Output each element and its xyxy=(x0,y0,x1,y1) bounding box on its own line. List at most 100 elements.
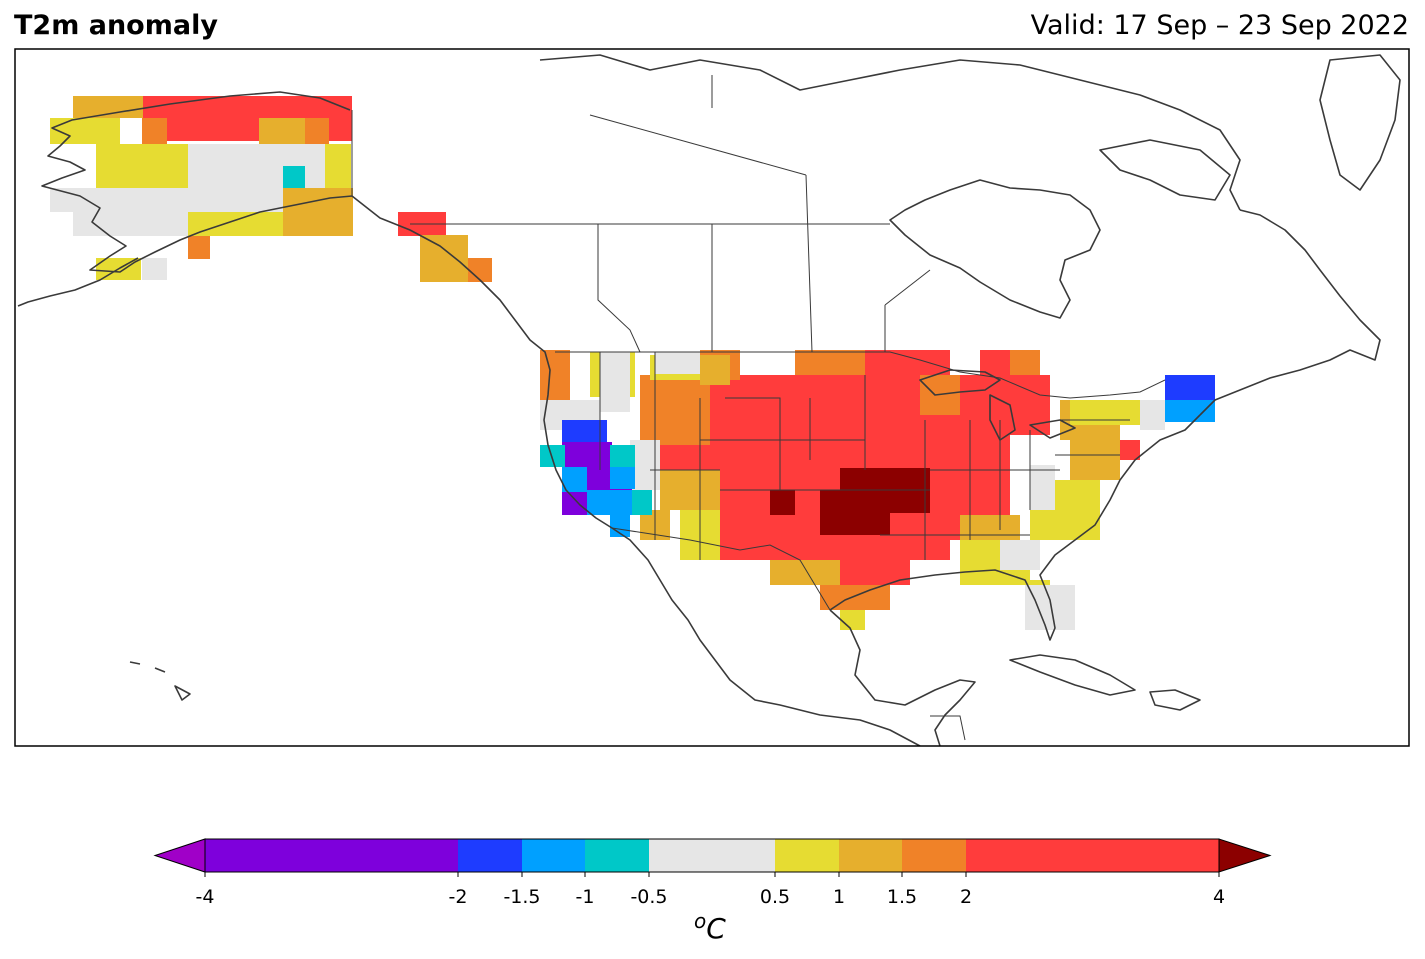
anomaly-cell-alaska-grey xyxy=(50,188,283,212)
anomaly-cell-alaska-west-gold xyxy=(259,118,305,144)
anomaly-cell-usa-yellow xyxy=(1050,480,1100,510)
anomaly-cell-usa-purple xyxy=(562,490,587,515)
arctic-islands-coastline xyxy=(539,54,1241,211)
political-borders xyxy=(351,75,1166,741)
greenland-coastline xyxy=(1319,54,1401,191)
anomaly-cell-usa-lightblue xyxy=(562,467,587,492)
anomaly-cell-usa-blue xyxy=(1165,375,1215,400)
anomaly-cell-usa-gold xyxy=(960,515,1020,540)
anomaly-cell-usa-red xyxy=(980,350,1010,380)
colorbar-tick-label-0: -4 xyxy=(196,886,215,908)
anomaly-cell-usa-dark-red xyxy=(820,490,890,535)
anomaly-cell-usa-orange xyxy=(1010,350,1040,375)
anomaly-cell-usa-gold xyxy=(700,355,730,385)
anomaly-cell-alaska-yellow xyxy=(96,144,188,188)
colorbar-bin-1 xyxy=(458,839,522,872)
colorbar-bin-7 xyxy=(902,839,966,872)
hispaniola-coastline xyxy=(1149,689,1201,711)
anomaly-cell-alaska-grey xyxy=(73,212,188,236)
hudson-bay-coastline xyxy=(889,179,1101,319)
anomaly-cell-alaska-orange xyxy=(305,118,329,144)
anomaly-cell-usa-blue xyxy=(562,420,607,442)
anomaly-cell-usa-red xyxy=(840,560,910,585)
alaska-coastline xyxy=(41,91,353,273)
anomaly-cell-usa-orange xyxy=(820,585,890,610)
colorbar-tick-label-8: 2 xyxy=(960,886,972,908)
anomaly-cell-usa-gold xyxy=(770,560,840,585)
anomaly-cell-usa-lightblue xyxy=(610,515,630,537)
anomaly-cell-usa-dark-red xyxy=(770,490,795,515)
canadian-province-borders xyxy=(589,75,931,353)
anomaly-cell-usa-gold xyxy=(660,470,720,510)
colorbar-tick-label-3: -1 xyxy=(576,886,595,908)
valid-date-range: Valid: 17 Sep – 23 Sep 2022 xyxy=(1030,10,1409,41)
anomaly-cell-alaska-orange xyxy=(468,258,492,282)
unit-letter: C xyxy=(706,912,726,945)
colorbar-bin-3 xyxy=(585,839,649,872)
pacific-coastline xyxy=(351,195,921,746)
anomaly-cell-alaska-yellow xyxy=(325,144,351,188)
anomaly-cell-usa-orange xyxy=(640,375,710,445)
colorbar-under-arrow xyxy=(153,838,206,873)
colorbar-tick-label-9: 4 xyxy=(1213,886,1225,908)
anomaly-cell-usa-lightblue xyxy=(587,490,632,515)
colorbar-tick-label-5: 0.5 xyxy=(760,886,790,908)
anomaly-cell-alaska-grey xyxy=(142,258,167,280)
anomaly-cell-usa-yellow xyxy=(1070,400,1140,425)
us-canada-border xyxy=(351,110,1166,399)
unit-degree-symbol: o xyxy=(694,909,706,933)
anomaly-cell-usa-lightblue xyxy=(1165,400,1215,422)
anomaly-cell-usa-teal xyxy=(610,445,635,467)
anomaly-cell-panhandle-gold xyxy=(420,235,468,282)
anomaly-cell-alaska-orange xyxy=(142,118,167,144)
anomaly-cell-usa-teal xyxy=(540,445,565,467)
coastlines xyxy=(17,54,1401,746)
colorbar xyxy=(153,838,1272,873)
colorbar-unit-label: oC xyxy=(694,909,726,945)
colorbar-tick-label-6: 1 xyxy=(833,886,845,908)
colorbar-bin-0 xyxy=(205,839,458,872)
texas-gulf-coastline xyxy=(829,414,1201,641)
cuba-coastline xyxy=(1009,654,1136,696)
colorbar-bin-4 xyxy=(649,839,775,872)
colorbar-tick-label-4: -0.5 xyxy=(630,886,667,908)
anomaly-cell-alaska-yellow xyxy=(50,118,120,144)
colorbar-tick-label-1: -2 xyxy=(449,886,468,908)
colorbar-bin-6 xyxy=(839,839,902,872)
gulf-coastline xyxy=(829,609,976,746)
anomaly-cell-usa-grey xyxy=(1025,585,1075,630)
anomaly-cell-alaska-teal xyxy=(283,166,305,188)
colorbar-tick-label-2: -1.5 xyxy=(503,886,540,908)
anomaly-cell-alaska-west-gold xyxy=(73,96,143,118)
hawaii-coastline xyxy=(129,661,191,701)
anomaly-cell-usa-orange xyxy=(795,350,865,375)
us-mexico-border xyxy=(611,527,831,611)
anomaly-grid xyxy=(50,96,1215,630)
anomaly-cell-usa-grey xyxy=(655,352,700,374)
anomaly-cell-usa-orange xyxy=(540,350,570,400)
anomaly-cell-usa-grey xyxy=(1140,400,1165,430)
anomaly-cell-alaska-orange xyxy=(188,235,210,259)
anomaly-cell-usa-teal xyxy=(632,490,652,515)
colorbar-over-arrow xyxy=(1218,838,1272,873)
baffin-coastline xyxy=(1099,139,1231,201)
colorbar-ticks: -4 -2 -1.5 -1 -0.5 0.5 1 1.5 2 4 xyxy=(196,872,1225,908)
anomaly-cell-usa-grey xyxy=(1030,465,1055,510)
anomaly-cell-usa-yellow xyxy=(840,610,865,630)
colorbar-tick-label-7: 1.5 xyxy=(887,886,917,908)
anomaly-cell-usa-grey xyxy=(600,352,630,412)
map-frame xyxy=(14,48,1410,747)
us-state-borders xyxy=(599,352,1130,560)
anomaly-cell-usa-lightblue xyxy=(610,467,635,489)
central-america-borders xyxy=(930,715,966,741)
map-title: T2m anomaly xyxy=(14,10,218,41)
anomaly-cell-usa-gold xyxy=(1070,440,1120,480)
colorbar-bin-2 xyxy=(522,839,585,872)
colorbar-frame xyxy=(204,838,1220,873)
anomaly-cell-panhandle-gold xyxy=(283,188,353,236)
colorbar-bin-5 xyxy=(775,839,839,872)
colorbar-bin-8 xyxy=(966,839,1219,872)
aleutians-coastline xyxy=(17,257,139,307)
anomaly-cell-usa-yellow xyxy=(1030,510,1100,540)
